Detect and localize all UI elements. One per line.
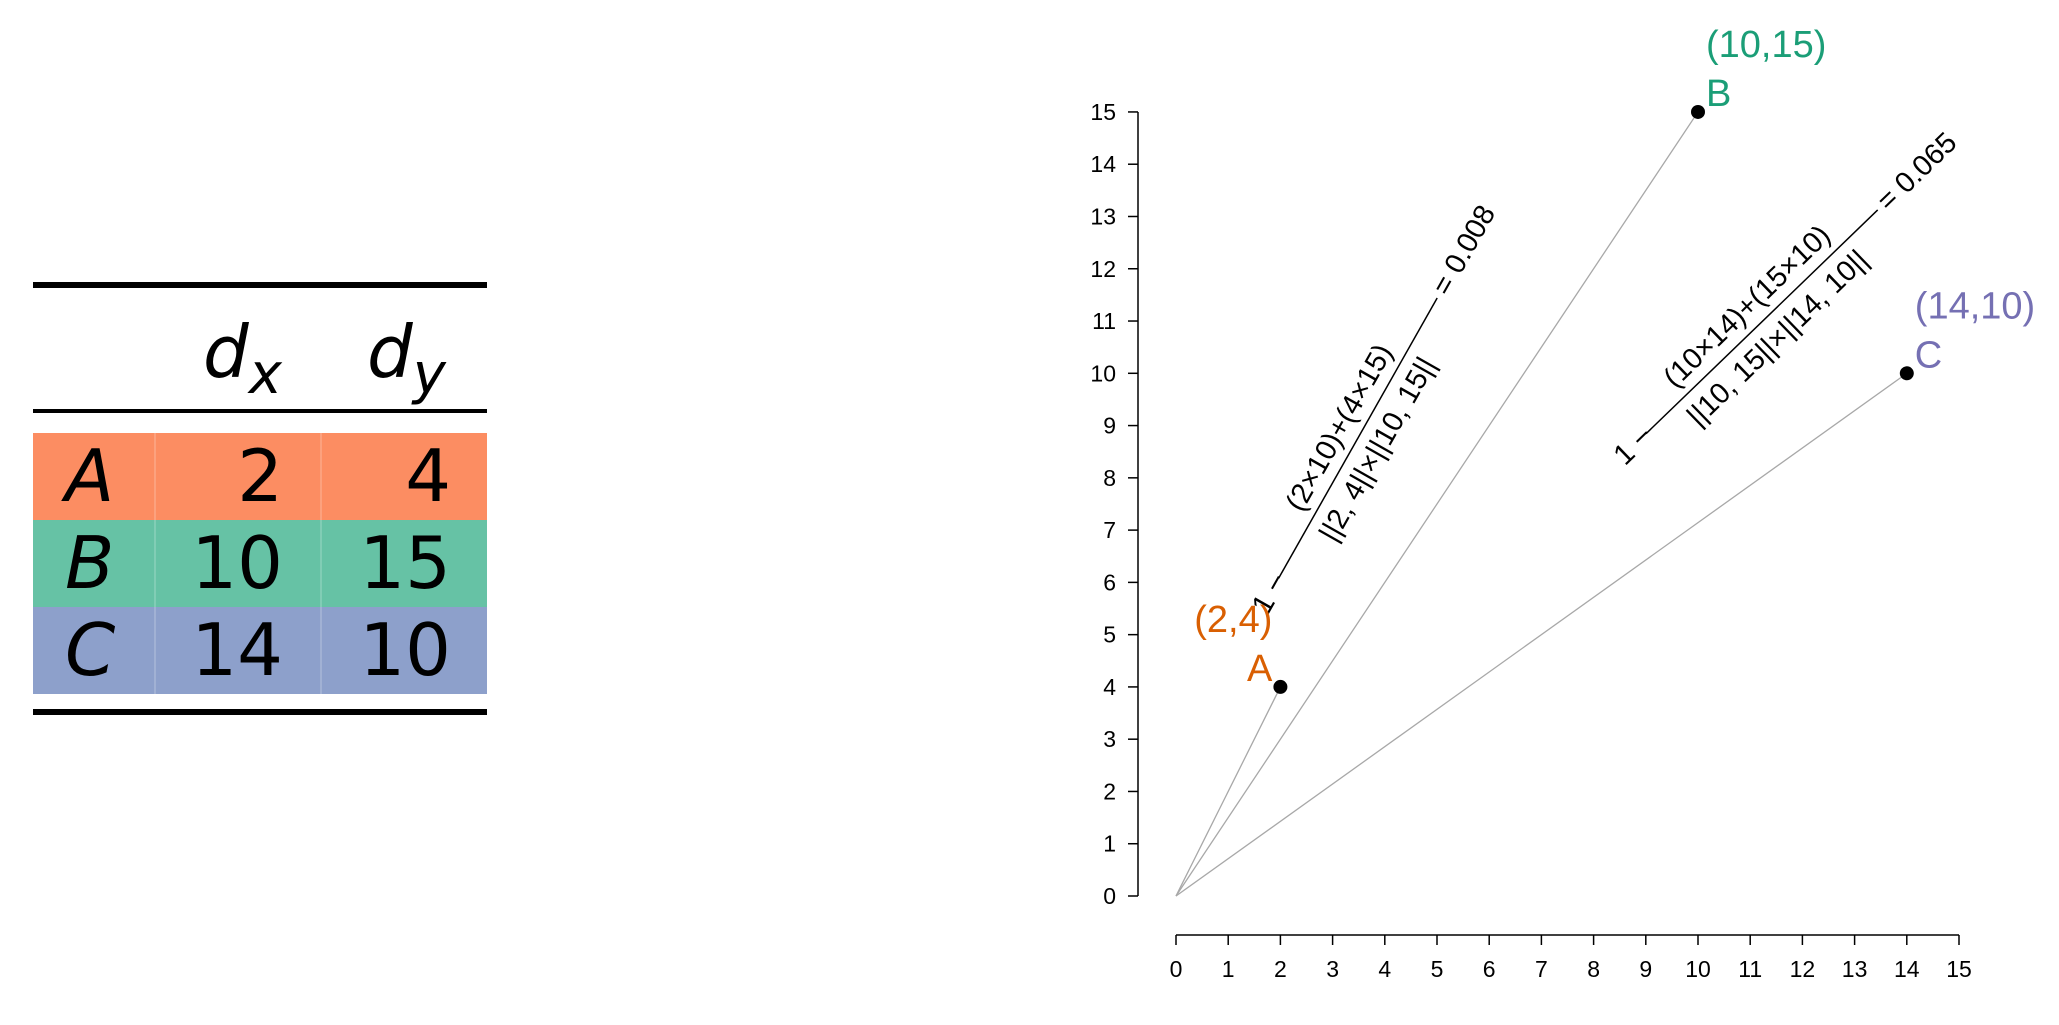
x-tick-label: 11 (1738, 956, 1762, 982)
data-point-marker (1273, 679, 1288, 694)
y-tick-label: 14 (1090, 151, 1116, 177)
data-points: A (2,4) B (10,15) C (14,10) (1194, 24, 2035, 694)
x-tick-label: 7 (1535, 956, 1548, 982)
row-label: B (65, 521, 115, 605)
y-tick-label: 13 (1090, 203, 1116, 229)
x-tick-label: 2 (1274, 956, 1287, 982)
header-dy: dy (367, 310, 446, 407)
point-name-label: A (1247, 648, 1273, 690)
x-tick-label: 6 (1483, 956, 1496, 982)
annotation-result: = 0.008 (1426, 200, 1502, 301)
y-tick-label: 11 (1092, 308, 1116, 334)
y-tick-label: 2 (1103, 778, 1116, 804)
table-top-rule (33, 282, 487, 288)
x-axis: 0 1 2 3 4 5 6 7 8 9 10 11 12 13 14 15 (1170, 934, 1972, 982)
table-row-b: B 10 15 (33, 520, 487, 607)
y-tick-label: 9 (1103, 413, 1116, 439)
vector-line-a (1175, 686, 1281, 897)
y-tick-label: 0 (1103, 883, 1116, 909)
y-tick-label: 6 (1103, 569, 1116, 595)
x-tick-label: 13 (1842, 956, 1868, 982)
y-tick-label: 10 (1090, 360, 1116, 386)
data-point-marker (1691, 104, 1705, 119)
point-coord-label: (10,15) (1706, 24, 1826, 66)
point-b: B (10,15) (1691, 24, 1826, 119)
dx-value: 10 (191, 521, 283, 605)
fraction-bar (1645, 209, 1879, 435)
x-tick-label: 1 (1222, 956, 1235, 982)
x-tick-label: 0 (1170, 956, 1183, 982)
vector-line-b (1175, 111, 1699, 897)
y-tick-label: 1 (1103, 831, 1116, 857)
x-tick-label: 4 (1378, 956, 1391, 982)
y-tick-label: 15 (1090, 99, 1116, 125)
dy-value: 10 (359, 608, 451, 692)
point-name-label: B (1706, 73, 1731, 115)
table-bottom-rule (33, 709, 487, 715)
point-a: A (2,4) (1194, 599, 1288, 694)
row-label: A (65, 434, 115, 518)
table-header-rule (33, 409, 487, 413)
x-tick-label: 3 (1326, 956, 1339, 982)
dy-value: 4 (405, 434, 451, 518)
point-coord-label: (14,10) (1915, 285, 2035, 327)
vector-lines (1175, 111, 1908, 897)
annotation-ab: 1 −(2×10)+(4×15)||2, 4||×||10, 15||= 0.0… (1246, 200, 1502, 619)
point-coord-label: (2,4) (1194, 599, 1272, 641)
row-label: C (65, 608, 116, 692)
x-tick-label: 8 (1587, 956, 1600, 982)
header-dx: dx (203, 310, 282, 407)
dx-value: 2 (237, 434, 283, 518)
x-tick-label: 9 (1639, 956, 1652, 982)
y-tick-label: 3 (1103, 726, 1116, 752)
point-c: C (14,10) (1899, 285, 2035, 381)
x-tick-label: 15 (1946, 956, 1972, 982)
table-row-c: C 14 10 (33, 607, 487, 694)
point-name-label: C (1915, 334, 1942, 376)
y-tick-label: 12 (1090, 256, 1116, 282)
y-tick-label: 4 (1103, 674, 1116, 700)
similarity-annotations: 1 −(2×10)+(4×15)||2, 4||×||10, 15||= 0.0… (1246, 127, 1963, 620)
coordinate-table: dx dy A 2 4 B 10 15 C 14 10 (0, 0, 520, 1025)
vector-line-c (1175, 372, 1908, 897)
x-tick-label: 10 (1685, 956, 1711, 982)
x-tick-label: 12 (1790, 956, 1816, 982)
dy-value: 15 (359, 521, 451, 605)
x-tick-label: 14 (1894, 956, 1920, 982)
annotation-result: = 0.065 (1871, 127, 1963, 218)
table-row-a: A 2 4 (33, 433, 487, 520)
y-tick-label: 8 (1103, 465, 1116, 491)
y-tick-label: 5 (1103, 622, 1116, 648)
y-tick-label: 7 (1103, 517, 1116, 543)
x-tick-label: 5 (1431, 956, 1444, 982)
data-point-marker (1899, 366, 1914, 381)
dx-value: 14 (191, 608, 283, 692)
fraction-bar (1277, 297, 1438, 579)
